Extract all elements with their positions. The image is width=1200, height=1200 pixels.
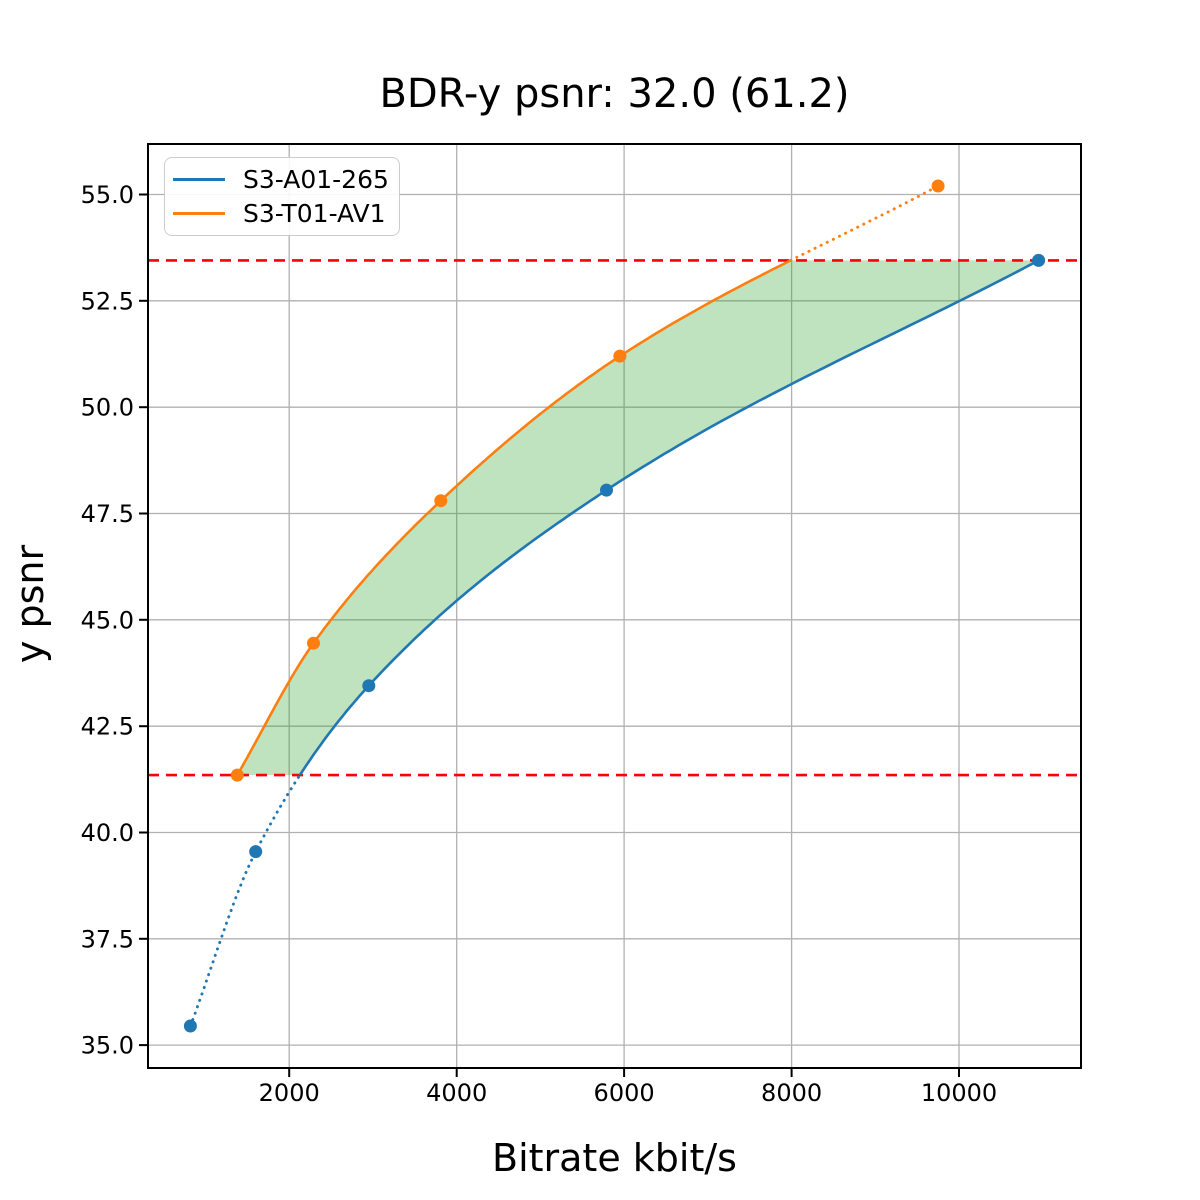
x-tick-label: 4000 (426, 1079, 487, 1107)
legend-line-swatch-blue (173, 177, 225, 181)
chart-title: BDR-y psnr: 32.0 (61.2) (379, 71, 850, 117)
y-tick-label: 50.0 (81, 394, 134, 422)
legend-label: S3-T01-AV1 (243, 199, 386, 229)
data-point-marker (230, 768, 244, 782)
legend-line-swatch-orange (173, 212, 225, 216)
legend: S3-A01-265 S3-T01-AV1 (164, 157, 400, 236)
y-tick-label: 40.0 (81, 819, 134, 847)
legend-label: S3-A01-265 (243, 164, 389, 194)
y-tick-label: 52.5 (81, 287, 134, 315)
series-s3-t01-av1-curve-solid (236, 259, 792, 776)
data-point-marker (249, 845, 263, 859)
x-tick-label: 8000 (761, 1079, 822, 1107)
bd-shaded-region (237, 260, 1039, 776)
data-point-marker (434, 494, 448, 508)
series-s3-t01-av1-curve-dotted (789, 184, 940, 262)
x-tick-label: 10000 (921, 1079, 997, 1107)
y-tick-label: 55.0 (81, 181, 134, 209)
data-point-marker (931, 179, 945, 193)
x-tick-label: 2000 (259, 1079, 320, 1107)
series-s3-a01-265-curve-solid (298, 259, 1040, 776)
x-axis-label: Bitrate kbit/s (492, 1136, 737, 1180)
data-point-marker (362, 679, 376, 693)
y-tick-label: 42.5 (81, 713, 134, 741)
y-tick-label: 35.0 (81, 1032, 134, 1060)
data-point-marker (600, 483, 613, 497)
legend-item-s3-a01-265: S3-A01-265 (173, 162, 389, 197)
data-point-marker (307, 636, 320, 650)
y-tick-label: 47.5 (81, 500, 134, 528)
data-point-marker (183, 1019, 197, 1033)
x-tick-label: 6000 (594, 1079, 655, 1107)
y-tick-label: 45.0 (81, 606, 134, 634)
data-point-marker (613, 349, 627, 363)
y-tick-label: 37.5 (81, 925, 134, 953)
legend-item-s3-t01-av1: S3-T01-AV1 (173, 197, 387, 232)
data-point-marker (1032, 253, 1046, 267)
series-s3-a01-265-curve-dotted (188, 773, 302, 1028)
plot-border (147, 143, 1082, 1069)
y-axis-label: y psnr (8, 544, 52, 664)
